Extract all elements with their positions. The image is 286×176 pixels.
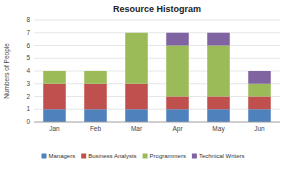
x-tick-label: May [212,125,225,133]
bar [84,71,107,72]
bar [207,97,230,110]
bar [166,33,189,46]
legend-label: Technical Writers [199,153,245,159]
x-tick-label: Mar [131,125,143,132]
y-tick-label: 6 [26,42,30,49]
bar [207,33,230,46]
y-tick-label: 5 [26,54,30,61]
x-tick-label: Feb [90,125,102,132]
grid-line [34,20,280,21]
bar [84,109,107,122]
bar [125,33,148,84]
y-tick-label: 8 [26,16,30,23]
bar [84,84,107,110]
x-tick-label: Jun [254,125,265,132]
bar [248,109,271,122]
bar [166,109,189,122]
grid-line [34,71,280,72]
bar [248,84,271,97]
grid-line [34,96,280,97]
bars [43,33,271,122]
bar [43,71,66,84]
legend: Managers Business Analysts Programmers Tech… [42,153,245,159]
bar [207,109,230,122]
grid-line [34,122,280,123]
legend-swatch [42,154,47,159]
y-tick-label: 7 [26,29,30,36]
bar [125,109,148,122]
bar [43,109,66,122]
bar [43,71,66,72]
legend-label: Programmers [150,153,186,159]
legend-swatch [192,154,197,159]
y-axis-label: Numbers of People [3,43,11,99]
title: Resource Histogram [113,4,201,14]
bar [43,84,66,110]
bar [125,32,148,33]
bar [166,46,189,97]
bar [166,97,189,110]
x-tick-label: Jan [49,125,60,132]
bar [125,84,148,110]
legend-label: Business Analysts [88,153,136,159]
legend-swatch [143,154,148,159]
grid-line [34,83,280,84]
y-tick-label: 4 [26,67,30,74]
legend-label: Managers [49,153,76,159]
bar [207,46,230,97]
bar [84,71,107,84]
y-tick-label: 0 [26,118,30,125]
bar [248,97,271,110]
legend-swatch [81,154,86,159]
chart: Resource Histogram 0 1 2 3 4 5 6 7 8 Numbers of Pe… [0,0,286,176]
grid-line [34,45,280,46]
y-tick-label: 2 [26,93,30,100]
grid-line [34,109,280,110]
grid-line [34,58,280,59]
bar [248,71,271,84]
x-axis-line [34,122,280,123]
y-tick-label: 3 [26,80,30,87]
y-tick-label: 1 [26,105,30,112]
x-tick-label: Apr [172,125,183,133]
grid-line [34,32,280,33]
